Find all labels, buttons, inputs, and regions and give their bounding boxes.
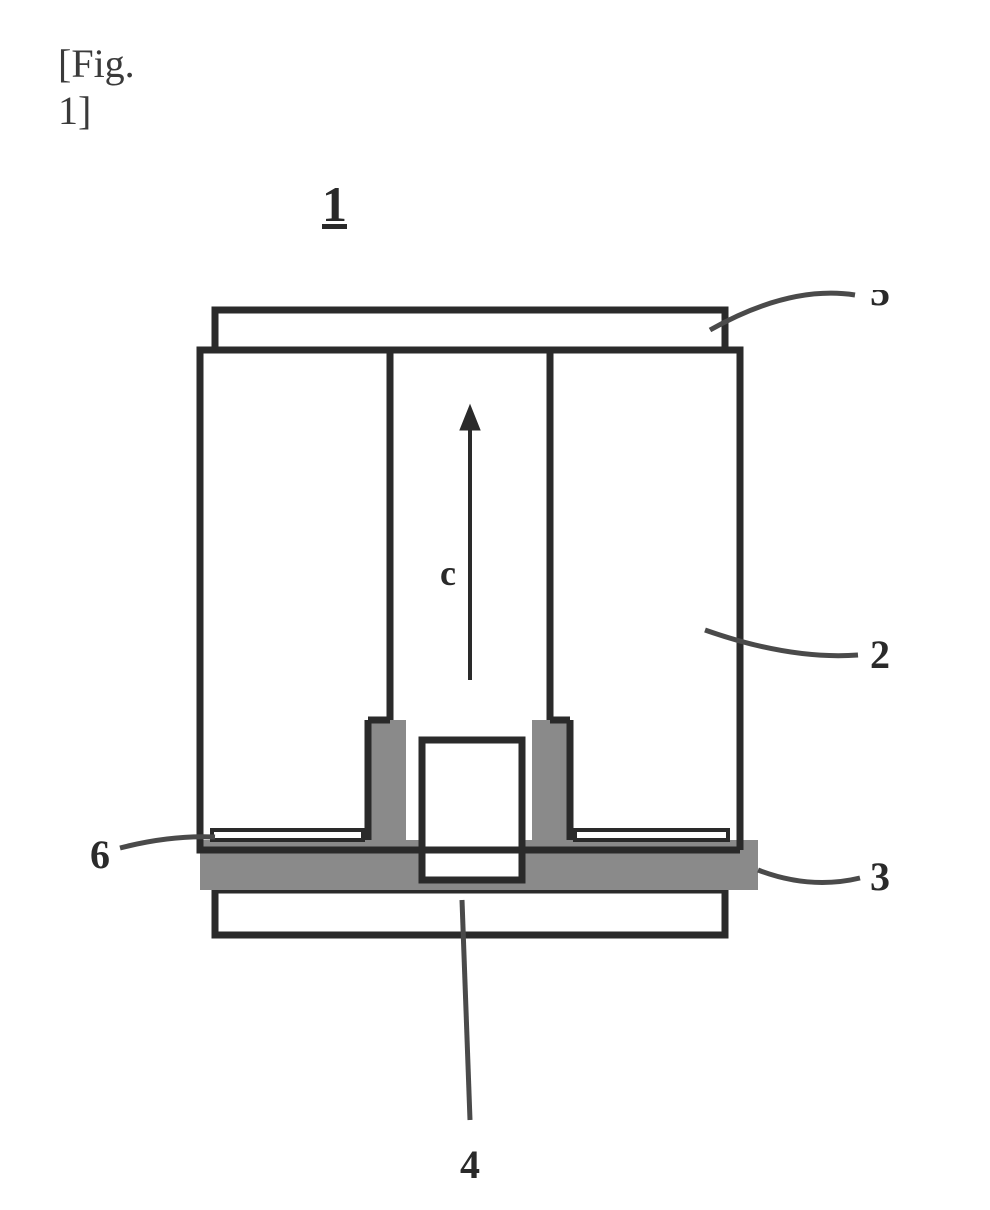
svg-text:4: 4	[460, 1142, 480, 1187]
diagram: c 5 2 3 6 4	[70, 290, 920, 1210]
svg-text:5: 5	[870, 290, 890, 314]
figure-caption-text: [Fig. 1]	[58, 40, 135, 134]
svg-text:c: c	[440, 553, 456, 593]
diagram-svg: c 5 2 3 6 4	[70, 290, 920, 1210]
svg-text:3: 3	[870, 854, 890, 899]
assembly-number: 1	[322, 175, 347, 233]
svg-text:2: 2	[870, 632, 890, 677]
svg-text:6: 6	[90, 832, 110, 877]
